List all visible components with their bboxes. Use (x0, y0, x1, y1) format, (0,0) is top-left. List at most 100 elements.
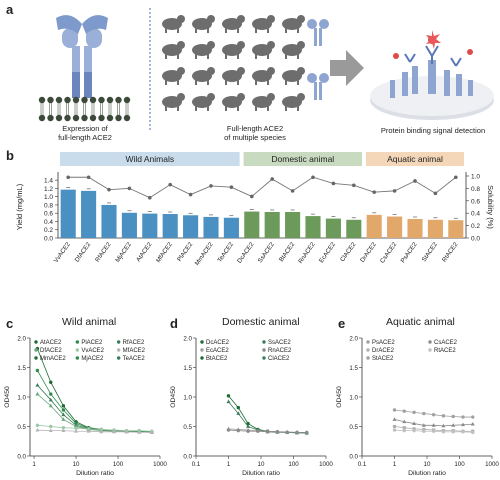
curve-point (99, 429, 104, 434)
curve-line (228, 401, 307, 434)
curve-point (305, 430, 309, 435)
y-tick-label: 0.2 (44, 227, 53, 234)
legend-marker (428, 348, 432, 352)
legend-label: MjACE2 (81, 356, 104, 362)
solubility-point (331, 181, 336, 186)
x-axis-label: Dilution ratio (76, 470, 114, 477)
category-label: DrACE2 (359, 241, 378, 264)
bar (285, 211, 301, 238)
curve-point (460, 422, 465, 427)
curve-point (35, 427, 40, 432)
curve-point (412, 410, 416, 415)
bar (407, 218, 423, 238)
y-axis-label: Yield (mg/mL) (15, 183, 24, 230)
legend-label: MmACE2 (40, 356, 66, 362)
x-axis-label: Dilution ratio (242, 470, 280, 477)
solubility-point (107, 187, 111, 192)
curve-point (86, 427, 91, 431)
cat-icon (162, 93, 185, 111)
turtle-icon (222, 15, 245, 33)
curve-point (61, 428, 66, 433)
panel-a-illustration (38, 8, 494, 130)
y-axis-label: OD450 (170, 386, 177, 408)
bar (101, 204, 117, 238)
curve-point (48, 397, 53, 402)
solubility-point (66, 175, 70, 180)
curve-point (61, 408, 66, 412)
legend-label: EcACE2 (206, 348, 229, 354)
x-tick-label: 1000 (153, 461, 167, 468)
x-tick-label: 1000 (485, 461, 499, 468)
cell-membrane-icon (38, 96, 131, 122)
curve-point (265, 430, 270, 434)
legend-marker (116, 348, 121, 352)
wild-animal-chart: 0.0 0.5 1.0 1.5 2.0 1 10 100 1000 Dilution ratio O… (4, 335, 167, 477)
y2-tick-label: 0.4 (471, 211, 480, 218)
curve-point (412, 421, 417, 425)
curve-point (236, 405, 240, 410)
category-label: MfACE2 (155, 241, 174, 264)
bar (60, 189, 76, 238)
curve-point (402, 419, 407, 424)
animal-silhouette-grid (162, 15, 305, 111)
aquatic-animal-chart: 0.0 0.5 1.0 1.5 2.0 0.1 1 10 100 1000 Dilution rat… (336, 335, 499, 477)
legend-label: ClACE2 (268, 356, 290, 362)
bar (366, 214, 382, 238)
solubility-point (229, 185, 234, 189)
category-label: VvACE2 (53, 241, 72, 265)
curve-point (236, 428, 240, 433)
solubility-point (250, 194, 254, 199)
legend-marker (200, 340, 204, 344)
bar (81, 190, 97, 238)
curve-point (470, 421, 475, 426)
curve-point (256, 429, 260, 433)
category-label: EcACE2 (318, 241, 337, 265)
curve-line (37, 429, 152, 433)
panel-e-letter: e (338, 316, 346, 331)
bat-icon (252, 15, 275, 33)
legend-marker (34, 340, 38, 344)
legend-marker (34, 356, 38, 360)
panel-a-letter: a (6, 2, 14, 17)
y2-tick-label: 0.0 (471, 236, 480, 243)
y-tick-label: 1.5 (183, 365, 192, 372)
x-tick-label: 0.1 (358, 461, 367, 468)
curve-point (246, 429, 250, 433)
curve-point (49, 380, 53, 384)
curve-point (99, 427, 104, 432)
panel-c-title: Wild animal (62, 316, 117, 328)
pig-icon (192, 41, 215, 59)
panel-e-title: Aquatic animal (386, 316, 455, 328)
x-tick-label: 100 (113, 461, 124, 468)
legend-label: DrACE2 (372, 348, 395, 354)
rodent-icon (252, 93, 275, 111)
y-axis-label: OD450 (4, 386, 11, 408)
category-label: SsACE2 (257, 241, 276, 265)
caption-middle-line2: of multiple species (224, 133, 286, 142)
bar (346, 219, 362, 238)
bar (203, 216, 219, 238)
curve-point (431, 413, 436, 417)
sheep-icon (252, 41, 275, 59)
category-label: ClACE2 (339, 241, 358, 263)
human-icon (282, 93, 305, 111)
legend-marker (428, 340, 432, 344)
curve-point (412, 428, 416, 433)
curve-line (228, 395, 307, 434)
bar (264, 211, 280, 238)
legend-marker (366, 340, 370, 344)
legend-label: DfACE2 (40, 348, 62, 354)
panel-a-caption-left: Expression of full-length ACE2 (40, 124, 130, 142)
category-label: MjACE2 (114, 241, 133, 264)
category-label: DfACE2 (74, 241, 93, 264)
y-axis-label: OD450 (336, 386, 343, 408)
curve-point (226, 399, 231, 404)
chicken-icon (282, 15, 305, 33)
legend-marker (75, 356, 80, 360)
legend-label: PsACE2 (372, 340, 395, 346)
curve-point (441, 423, 446, 428)
caption-left-line2: full-length ACE2 (58, 133, 112, 142)
process-arrow-icon (330, 50, 364, 86)
solubility-point (433, 191, 438, 196)
y-tick-label: 1.0 (44, 194, 53, 201)
